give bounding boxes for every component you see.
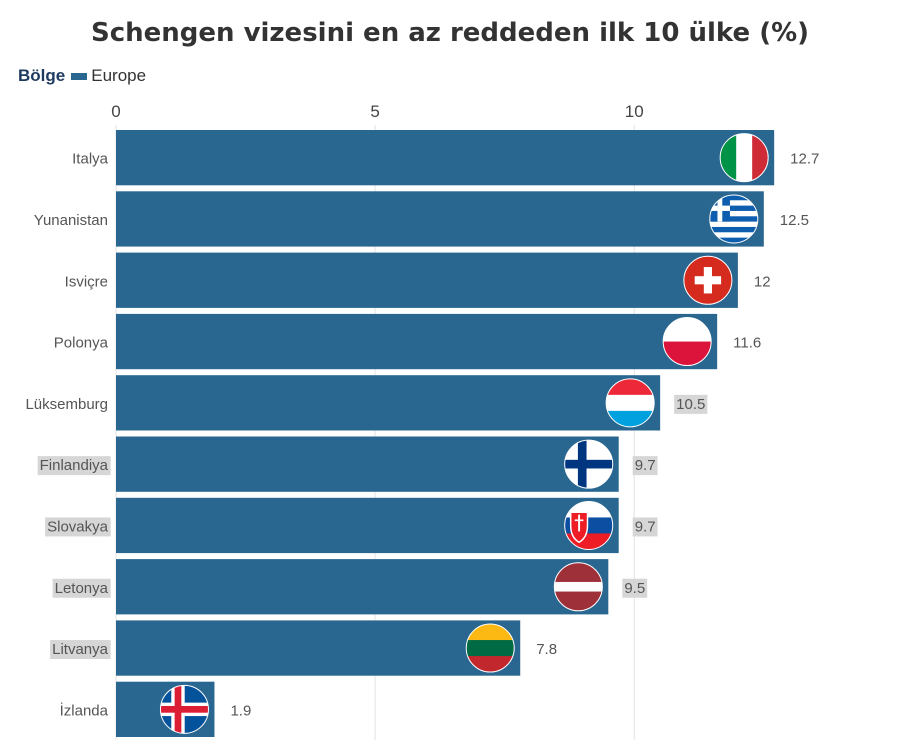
- switzerland-flag: [683, 255, 733, 305]
- category-label: Slovakya: [47, 518, 109, 535]
- x-tick-label: 0: [111, 102, 120, 121]
- category-label: Isviçre: [65, 273, 108, 290]
- italy-flag: [719, 133, 769, 183]
- bar[interactable]: [116, 191, 764, 247]
- value-label: 7.8: [536, 641, 557, 658]
- value-label: 12.7: [790, 151, 819, 168]
- value-label: 1.9: [230, 702, 251, 719]
- iceland-flag: [159, 684, 209, 734]
- category-label: Polonya: [54, 335, 109, 352]
- label-highlight: [37, 456, 111, 476]
- label-highlight: [45, 517, 111, 537]
- value-label: 9.7: [635, 457, 656, 474]
- poland-flag: [662, 317, 712, 367]
- category-label: Yunanistan: [34, 212, 108, 229]
- label-highlight: [50, 640, 111, 660]
- bar[interactable]: [116, 620, 521, 676]
- bar[interactable]: [116, 497, 619, 554]
- bar[interactable]: [116, 375, 661, 431]
- category-label: Lüksemburg: [25, 396, 108, 413]
- label-highlight: [52, 578, 111, 598]
- label-highlight: [632, 517, 658, 537]
- greece-flag: [709, 194, 759, 244]
- category-label: Finlandiya: [40, 457, 109, 474]
- category-label: Italya: [72, 151, 109, 168]
- slovakia-flag: [564, 500, 614, 550]
- x-tick-label: 5: [370, 102, 379, 121]
- latvia-flag: [553, 562, 603, 612]
- bar[interactable]: [116, 559, 609, 615]
- category-label: Litvanya: [52, 641, 109, 658]
- value-label: 12: [754, 273, 771, 290]
- label-highlight: [632, 456, 658, 476]
- finland-flag: [564, 439, 614, 489]
- label-highlight: [674, 394, 708, 414]
- luxembourg-flag: [605, 378, 655, 428]
- value-label: 10.5: [676, 396, 705, 413]
- bar[interactable]: [116, 130, 775, 186]
- value-label: 9.5: [624, 580, 645, 597]
- bar[interactable]: [116, 252, 738, 308]
- label-highlight: [622, 578, 648, 598]
- legend-swatch-europe: [71, 72, 88, 80]
- legend-title: Bölge: [18, 66, 66, 85]
- legend: Bölge Europe: [18, 64, 146, 88]
- bar[interactable]: [116, 313, 718, 370]
- legend-entry-europe[interactable]: Europe: [91, 66, 147, 85]
- chart-title: Schengen vizesini en az reddeden ilk 10 …: [90, 18, 810, 48]
- category-label: İzlanda: [60, 701, 109, 719]
- category-label: Letonya: [55, 580, 109, 597]
- value-label: 12.5: [780, 212, 809, 229]
- x-tick-label: 10: [625, 102, 644, 121]
- bar[interactable]: [116, 436, 619, 492]
- value-label: 9.7: [635, 518, 656, 535]
- lithuania-flag: [465, 623, 515, 673]
- value-label: 11.6: [733, 335, 761, 352]
